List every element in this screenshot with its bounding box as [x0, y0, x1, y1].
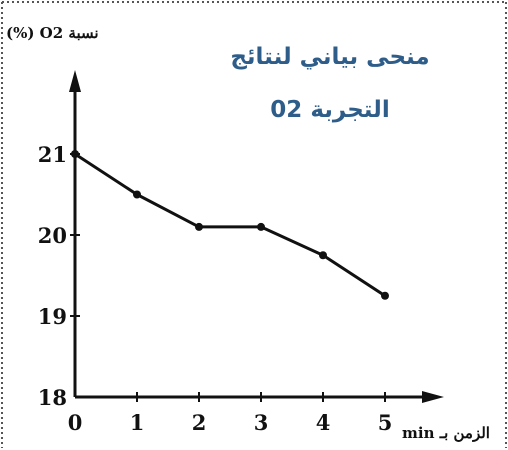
y-tick-label: 18 [38, 385, 67, 410]
data-point [195, 222, 203, 231]
series-line [74, 152, 386, 298]
data-point [133, 190, 141, 199]
chart-ticks: 0 1 2 3 4 5 18 19 20 21 [38, 142, 393, 435]
data-point [381, 291, 389, 300]
x-axis-arrow [422, 391, 444, 403]
chart-axes [69, 70, 444, 403]
chart-title-line-2: التجربة 02 [270, 97, 390, 123]
y-tick-label: 20 [38, 223, 67, 248]
y-tick-label: 19 [38, 304, 67, 329]
x-tick-label: 2 [192, 410, 207, 435]
data-point [257, 222, 265, 231]
chart-title-line-1: منحى بياني لنتائج [230, 44, 430, 70]
x-tick-label: 1 [130, 410, 145, 435]
data-point [71, 150, 79, 158]
data-point [319, 251, 327, 260]
x-axis-label: الزمن بـ min [402, 424, 490, 442]
x-tick-label: 3 [254, 410, 269, 435]
y-axis-label: نسبة O2 (%) [6, 24, 99, 42]
y-axis-arrow [69, 70, 81, 92]
x-tick-label: 0 [68, 410, 83, 435]
chart-marks [71, 150, 389, 300]
x-tick-label: 5 [378, 410, 393, 435]
x-tick-label: 4 [316, 410, 331, 435]
y-tick-label: 21 [38, 142, 67, 167]
